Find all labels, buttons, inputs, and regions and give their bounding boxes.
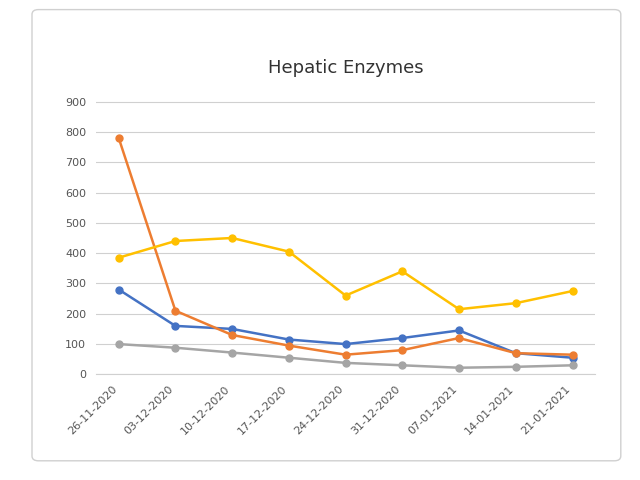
SGPT <box>115 135 122 141</box>
ALP <box>569 288 577 294</box>
ALP <box>455 306 463 312</box>
SGOT <box>285 336 292 342</box>
ALP <box>399 268 406 274</box>
ALP <box>115 255 122 261</box>
GGTP <box>285 355 292 360</box>
SGPT <box>399 347 406 353</box>
Line: SGPT: SGPT <box>115 134 576 358</box>
GGTP <box>512 364 520 370</box>
Line: ALP: ALP <box>115 235 576 312</box>
Title: Hepatic Enzymes: Hepatic Enzymes <box>268 59 424 76</box>
ALP <box>285 249 292 254</box>
ALP <box>342 293 349 299</box>
GGTP <box>172 345 179 350</box>
SGOT <box>342 341 349 347</box>
GGTP <box>342 360 349 366</box>
ALP <box>512 300 520 306</box>
SGOT <box>569 355 577 360</box>
SGOT <box>115 287 122 292</box>
SGPT <box>342 352 349 358</box>
GGTP <box>399 362 406 368</box>
GGTP <box>115 341 122 347</box>
SGOT <box>455 327 463 333</box>
GGTP <box>455 365 463 371</box>
SGPT <box>228 332 236 338</box>
SGPT <box>569 352 577 358</box>
ALP <box>228 235 236 241</box>
SGOT <box>399 335 406 341</box>
SGOT <box>172 323 179 329</box>
SGPT <box>455 335 463 341</box>
SGPT <box>512 350 520 356</box>
Line: SGOT: SGOT <box>115 286 576 361</box>
SGPT <box>172 308 179 313</box>
Line: GGTP: GGTP <box>115 341 576 371</box>
SGPT <box>285 343 292 348</box>
GGTP <box>569 362 577 368</box>
ALP <box>172 238 179 244</box>
SGOT <box>512 350 520 356</box>
SGOT <box>228 326 236 332</box>
GGTP <box>228 350 236 356</box>
